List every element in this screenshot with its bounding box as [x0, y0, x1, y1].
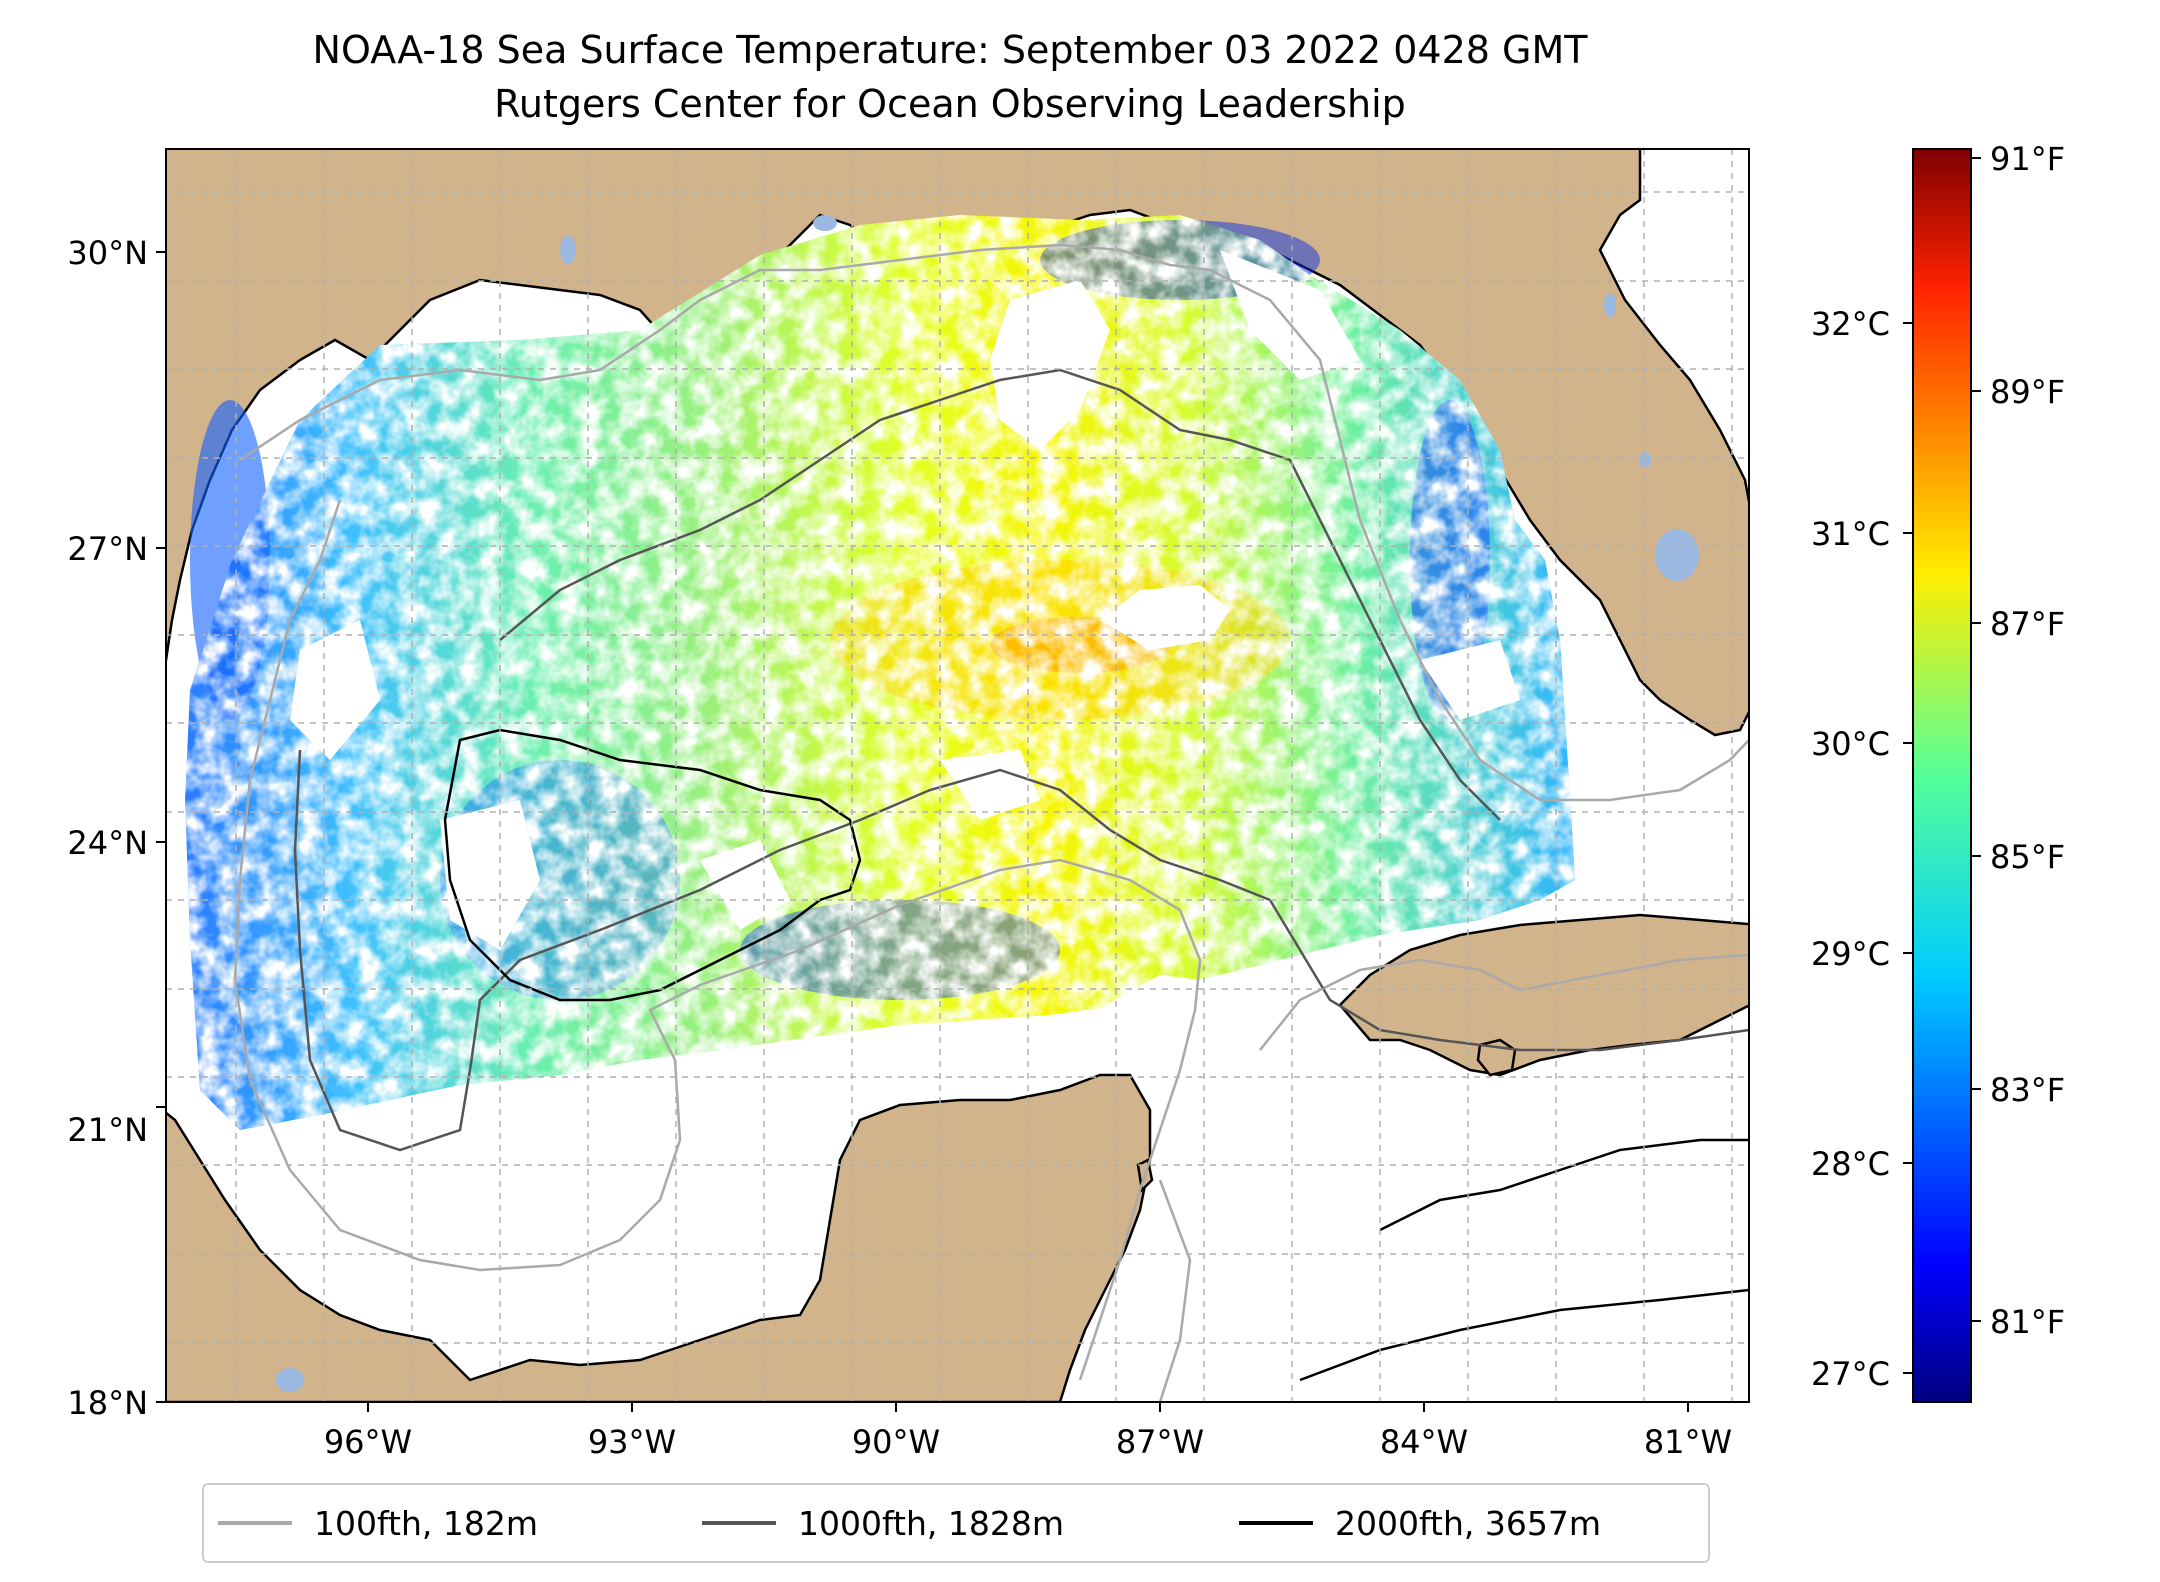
colorbar-f-tick: 81°F	[1990, 1303, 2065, 1341]
contour-legend: 100fth, 182m 1000fth, 1828m 2000fth, 365…	[202, 1483, 1710, 1563]
legend-label: 1000fth, 1828m	[798, 1503, 1064, 1543]
colorbar-c-tick: 28°C	[1811, 1145, 1890, 1183]
lakes	[276, 215, 1699, 1392]
colorbar-f-labels: 91°F 89°F 87°F 85°F 83°F 81°F	[1990, 140, 2065, 1341]
colorbar-f-tick: 85°F	[1990, 838, 2065, 876]
lon-labels: 96°W 93°W 90°W 87°W 84°W 81°W	[324, 1423, 1732, 1461]
colorbar-c-tick: 30°C	[1811, 725, 1890, 763]
lat-labels: 18°N 21°N 24°N 27°N 30°N	[67, 234, 148, 1422]
legend-label: 100fth, 182m	[314, 1503, 538, 1543]
colorbar-f-tick: 83°F	[1990, 1071, 2065, 1109]
lon-tick-label: 96°W	[324, 1423, 412, 1461]
legend-label: 2000fth, 3657m	[1335, 1503, 1601, 1543]
axis-ticks	[156, 251, 1689, 1412]
lat-tick-label: 27°N	[67, 530, 148, 568]
colorbar-f-tick: 89°F	[1990, 373, 2065, 411]
colorbar-f-tick: 87°F	[1990, 605, 2065, 643]
chart-subtitle: Rutgers Center for Ocean Observing Leade…	[494, 82, 1406, 126]
legend-line-icon	[702, 1521, 776, 1525]
colorbar-c-labels: 32°C 31°C 30°C 29°C 28°C 27°C	[1811, 305, 1890, 1393]
lat-tick-label: 18°N	[67, 1384, 148, 1422]
legend-line-icon	[1239, 1521, 1313, 1525]
bathymetry	[233, 243, 1749, 1402]
lat-tick-label: 24°N	[67, 824, 148, 862]
land-cuba	[1338, 913, 1749, 1077]
legend-item-2000fth: 2000fth, 3657m	[1239, 1485, 1601, 1561]
colorbar-c-tick: 31°C	[1811, 515, 1890, 553]
map-frame	[165, 148, 1750, 1403]
colorbar-c-tick: 27°C	[1811, 1355, 1890, 1393]
lon-tick-label: 93°W	[588, 1423, 676, 1461]
contour-1000fth	[293, 368, 1749, 1152]
legend-line-icon	[218, 1521, 292, 1525]
lon-tick-label: 84°W	[1380, 1423, 1468, 1461]
colorbar-f-tick: 91°F	[1990, 140, 2065, 178]
gridlines	[166, 149, 1749, 1402]
lon-tick-label: 90°W	[852, 1423, 940, 1461]
contour-2000fth	[443, 728, 1749, 1382]
colorbar	[1912, 148, 1972, 1403]
chart-title: NOAA-18 Sea Surface Temperature: Septemb…	[312, 28, 1588, 72]
legend-item-100fth: 100fth, 182m	[218, 1485, 538, 1561]
lat-tick-label: 21°N	[67, 1111, 148, 1149]
colorbar-c-tick: 32°C	[1811, 305, 1890, 343]
lon-tick-label: 81°W	[1644, 1423, 1732, 1461]
colorbar-ticks	[1903, 157, 1981, 1374]
colorbar-c-tick: 29°C	[1811, 935, 1890, 973]
legend-item-1000fth: 1000fth, 1828m	[702, 1485, 1064, 1561]
lon-tick-label: 87°W	[1116, 1423, 1204, 1461]
contour-100fth	[233, 243, 1749, 1381]
lat-tick-label: 30°N	[67, 234, 148, 272]
